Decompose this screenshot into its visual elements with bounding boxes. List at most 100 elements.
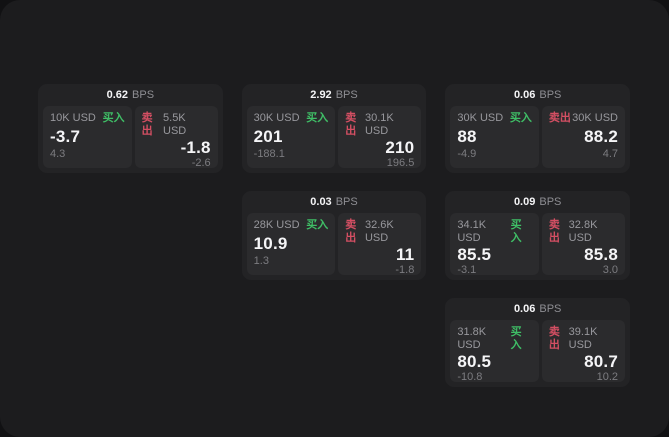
quote-card: 2.92 BPS 30K USD 买入 201 -188.1 卖出 30.1K … — [241, 84, 427, 173]
sell-quote-panel[interactable]: 卖出 5.5K USD -1.8 -2.6 — [134, 106, 218, 169]
buy-price-value: 80.5 — [457, 352, 492, 371]
spread-value: 0.62 — [106, 89, 129, 101]
buy-quote-panel[interactable]: 34.1K USD 买入 85.5 -3.1 — [450, 213, 539, 276]
sell-price-value: -1.8 — [180, 138, 211, 157]
buy-price-value: -3.7 — [50, 127, 81, 146]
buy-quote-panel[interactable]: 30K USD 买入 88 -4.9 — [450, 106, 539, 168]
buy-side-label: 买入 — [510, 326, 522, 351]
buy-side-label: 买入 — [509, 112, 532, 124]
quote-panels: 30K USD 买入 88 -4.9 卖出 30K USD 88.2 4.7 — [450, 106, 625, 168]
sell-delta-value: 4.7 — [602, 148, 618, 160]
buy-size-label: 30K USD — [457, 112, 504, 124]
buy-price-value: 85.5 — [457, 245, 492, 264]
bps-label: BPS — [335, 196, 358, 208]
buy-panel-header: 28K USD 买入 — [254, 219, 329, 232]
buy-panel-header: 31.8K USD 买入 — [457, 326, 532, 352]
buy-quote-panel[interactable]: 10K USD 买入 -3.7 4.3 — [43, 106, 132, 168]
sell-quote-panel[interactable]: 卖出 39.1K USD 80.7 10.2 — [541, 320, 625, 383]
buy-delta-value: 1.3 — [253, 255, 269, 267]
sell-panel-header: 卖出 39.1K USD — [549, 326, 618, 352]
sell-side-label: 卖出 — [548, 326, 560, 351]
quote-panels: 34.1K USD 买入 85.5 -3.1 卖出 32.8K USD 85.8… — [450, 213, 625, 276]
buy-delta-value: -4.9 — [457, 148, 477, 160]
buy-price-value: 88 — [457, 127, 477, 146]
sell-delta-value: -1.8 — [395, 264, 415, 276]
quote-grid: 0.62 BPS 10K USD 买入 -3.7 4.3 卖出 5.5K USD… — [38, 84, 630, 387]
sell-delta-value: 10.2 — [596, 371, 618, 383]
buy-quote-panel[interactable]: 28K USD 买入 10.9 1.3 — [246, 213, 336, 275]
spread-value: 0.06 — [513, 303, 536, 315]
sell-side-label: 卖出 — [345, 112, 357, 137]
buy-delta-value: -10.8 — [457, 371, 483, 383]
sell-price-value: 85.8 — [584, 245, 618, 264]
quote-card: 0.06 BPS 30K USD 买入 88 -4.9 卖出 30K USD 8… — [445, 84, 630, 173]
bps-label: BPS — [539, 89, 562, 101]
sell-delta-value: -2.6 — [191, 157, 211, 169]
spread-value: 0.03 — [310, 196, 332, 208]
quote-card: 0.09 BPS 34.1K USD 买入 85.5 -3.1 卖出 32.8K… — [445, 191, 630, 280]
spread-value: 2.92 — [310, 89, 332, 101]
sell-size-label: 30.1K USD — [364, 112, 394, 137]
bps-label: BPS — [539, 196, 562, 208]
sell-panel-header: 卖出 30K USD — [549, 112, 618, 125]
spread-header: 0.06 BPS — [450, 84, 625, 106]
spread-header: 0.09 BPS — [450, 191, 625, 213]
buy-size-label: 34.1K USD — [457, 219, 487, 244]
buy-price-value: 201 — [253, 127, 283, 146]
buy-delta-value: -188.1 — [253, 148, 285, 160]
buy-size-label: 10K USD — [50, 112, 96, 124]
sell-size-label: 32.6K USD — [364, 219, 394, 244]
sell-panel-header: 卖出 32.8K USD — [549, 219, 618, 245]
sell-price-value: 88.2 — [584, 127, 618, 146]
bps-label: BPS — [539, 303, 562, 315]
sell-price-value: 11 — [395, 245, 415, 264]
sell-size-label: 5.5K USD — [163, 112, 187, 137]
buy-size-label: 28K USD — [253, 219, 300, 231]
sell-side-label: 卖出 — [141, 112, 153, 137]
sell-quote-panel[interactable]: 卖出 30.1K USD 210 196.5 — [338, 106, 422, 169]
buy-quote-panel[interactable]: 30K USD 买入 201 -188.1 — [246, 106, 336, 168]
sell-side-label: 卖出 — [345, 219, 357, 244]
quote-panels: 30K USD 买入 201 -188.1 卖出 30.1K USD 210 1… — [246, 106, 422, 169]
sell-size-label: 30K USD — [572, 112, 618, 124]
quote-card: 0.06 BPS 31.8K USD 买入 80.5 -10.8 卖出 39.1… — [445, 298, 630, 387]
sell-delta-value: 196.5 — [386, 157, 415, 169]
sell-price-value: 80.7 — [584, 352, 618, 371]
buy-delta-value: 4.3 — [50, 148, 66, 160]
quote-panels: 10K USD 买入 -3.7 4.3 卖出 5.5K USD -1.8 -2.… — [43, 106, 218, 169]
spread-value: 0.09 — [513, 196, 536, 208]
quote-card: 0.03 BPS 28K USD 买入 10.9 1.3 卖出 32.6K US… — [241, 191, 427, 280]
quote-panels: 28K USD 买入 10.9 1.3 卖出 32.6K USD 11 -1.8 — [246, 213, 422, 276]
sell-quote-panel[interactable]: 卖出 30K USD 88.2 4.7 — [541, 106, 625, 168]
sell-panel-header: 卖出 32.6K USD — [345, 219, 414, 245]
buy-side-label: 买入 — [510, 219, 522, 244]
buy-delta-value: -3.1 — [457, 264, 477, 276]
sell-side-label: 卖出 — [548, 219, 560, 244]
bps-label: BPS — [335, 89, 358, 101]
sell-size-label: 32.8K USD — [568, 219, 598, 244]
sell-panel-header: 卖出 30.1K USD — [345, 112, 414, 138]
buy-side-label: 买入 — [306, 219, 329, 231]
sell-delta-value: 3.0 — [602, 264, 618, 276]
sell-panel-header: 卖出 5.5K USD — [142, 112, 211, 138]
buy-panel-header: 34.1K USD 买入 — [457, 219, 532, 245]
bps-label: BPS — [132, 89, 155, 101]
sell-quote-panel[interactable]: 卖出 32.8K USD 85.8 3.0 — [541, 213, 625, 276]
buy-side-label: 买入 — [306, 112, 329, 124]
spread-header: 0.03 BPS — [247, 191, 422, 213]
buy-quote-panel[interactable]: 31.8K USD 买入 80.5 -10.8 — [450, 320, 539, 383]
quote-panels: 31.8K USD 买入 80.5 -10.8 卖出 39.1K USD 80.… — [450, 320, 625, 383]
spread-header: 0.62 BPS — [43, 84, 218, 106]
buy-panel-header: 30K USD 买入 — [254, 112, 329, 125]
spread-header: 0.06 BPS — [450, 298, 625, 320]
buy-size-label: 30K USD — [253, 112, 300, 124]
spread-header: 2.92 BPS — [247, 84, 422, 106]
buy-panel-header: 10K USD 买入 — [50, 112, 125, 125]
buy-panel-header: 30K USD 买入 — [457, 112, 532, 125]
buy-price-value: 10.9 — [253, 234, 288, 253]
quote-card: 0.62 BPS 10K USD 买入 -3.7 4.3 卖出 5.5K USD… — [38, 84, 223, 173]
spread-value: 0.06 — [513, 89, 536, 101]
sell-side-label: 卖出 — [548, 112, 571, 124]
sell-quote-panel[interactable]: 卖出 32.6K USD 11 -1.8 — [338, 213, 422, 276]
